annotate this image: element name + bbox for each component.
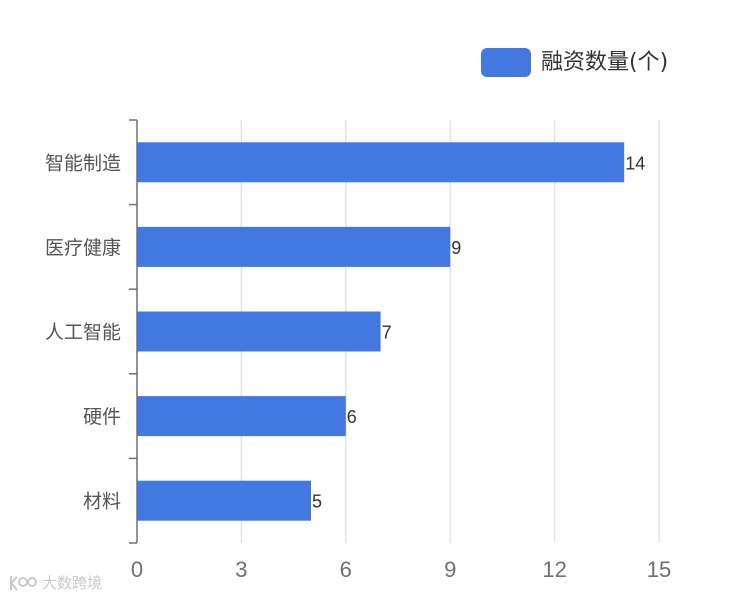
watermark-text: 大数跨境 [42, 574, 103, 592]
y-tick-label: 智能制造 [45, 152, 121, 174]
grid-lines [240, 120, 660, 543]
y-tick-label: 材料 [83, 491, 121, 513]
data-label: 14 [625, 153, 645, 173]
labels: 0 3 6 9 12 15 智能制造 14 医疗健康 9 人工智能 7 硬件 6 材料 5 [45, 152, 671, 582]
y-tick-label: 硬件 [83, 406, 121, 428]
axes [129, 119, 138, 544]
legend[interactable]: 融资数量(个) [481, 48, 668, 77]
x-tick-label: 12 [542, 557, 566, 582]
data-label: 7 [382, 323, 392, 343]
legend-swatch [481, 48, 531, 77]
bar [137, 311, 381, 352]
x-tick-label: 6 [340, 557, 352, 582]
x-tick-label: 3 [235, 557, 247, 582]
data-label: 9 [451, 238, 461, 258]
x-tick-label: 0 [131, 557, 143, 582]
y-tick-label: 医疗健康 [45, 237, 121, 259]
watermark: 大数跨境 [8, 572, 102, 593]
data-label: 6 [347, 407, 357, 427]
bar [137, 226, 451, 267]
bars [137, 142, 625, 521]
bar [137, 480, 311, 521]
data-label: 5 [312, 492, 322, 512]
x-tick-label: 15 [647, 557, 671, 582]
x-tick-label: 9 [444, 557, 456, 582]
y-tick-label: 人工智能 [45, 322, 121, 344]
legend-label: 融资数量(个) [541, 50, 669, 75]
watermark-logo-icon [8, 573, 38, 593]
bar [137, 142, 625, 183]
bar [137, 396, 346, 437]
